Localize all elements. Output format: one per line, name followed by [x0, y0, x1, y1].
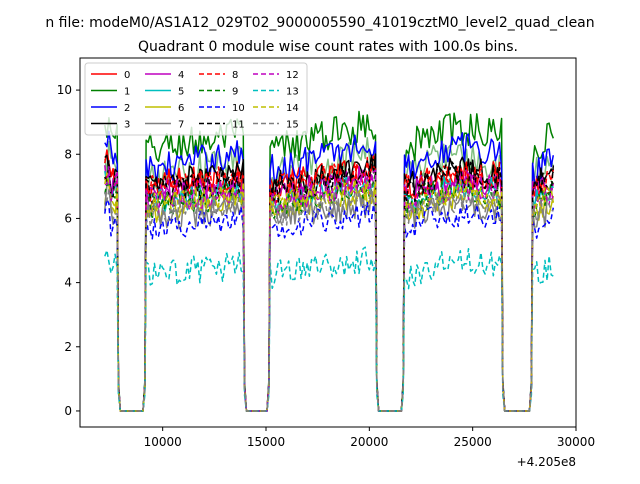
x-tick-label: 30000 — [557, 435, 595, 449]
legend-label-12: 12 — [286, 70, 299, 81]
x-tick-label: 25000 — [454, 435, 492, 449]
series-line-2 — [104, 130, 555, 412]
y-tick-label: 4 — [64, 276, 72, 290]
legend-label-13: 13 — [286, 87, 299, 98]
legend-label-7: 7 — [178, 120, 184, 131]
legend-label-15: 15 — [286, 120, 299, 131]
legend-label-4: 4 — [178, 70, 184, 81]
series-line-14 — [104, 172, 555, 412]
y-axis: 0 2 4 6 8 10 — [57, 83, 80, 418]
y-tick-label: 8 — [64, 147, 72, 161]
x-axis-offset-label: +4.205e8 — [517, 455, 576, 469]
legend-label-6: 6 — [178, 103, 184, 114]
series-layer — [104, 110, 555, 412]
legend-label-8: 8 — [232, 70, 238, 81]
legend-label-5: 5 — [178, 87, 184, 98]
y-tick-label: 6 — [64, 211, 72, 225]
legend-label-1: 1 — [124, 87, 130, 98]
chart-suptitle: n file: modeM0/AS1A12_029T02_9000005590_… — [45, 15, 594, 31]
series-line-11 — [104, 158, 555, 412]
x-axis: 10000 15000 20000 25000 30000 — [144, 427, 595, 449]
legend-label-3: 3 — [124, 120, 130, 131]
y-tick-label: 2 — [64, 340, 72, 354]
series-line-13 — [104, 246, 554, 412]
series-line-10 — [104, 198, 555, 412]
plot-frame — [79, 57, 577, 428]
legend-box — [84, 62, 308, 136]
legend-label-2: 2 — [124, 103, 130, 114]
y-tick-label: 0 — [64, 404, 72, 418]
legend-label-10: 10 — [232, 103, 245, 114]
x-tick-label: 10000 — [144, 435, 182, 449]
chart-title: Quadrant 0 module wise count rates with … — [138, 39, 518, 55]
legend-label-0: 0 — [124, 70, 130, 81]
legend-label-11: 11 — [232, 120, 245, 131]
y-tick-label: 10 — [57, 83, 72, 97]
series-line-15 — [104, 183, 554, 412]
x-tick-label: 20000 — [350, 435, 388, 449]
legend-label-9: 9 — [232, 87, 238, 98]
x-tick-label: 15000 — [247, 435, 285, 449]
series-line-1 — [104, 110, 555, 412]
legend-label-14: 14 — [286, 103, 299, 114]
